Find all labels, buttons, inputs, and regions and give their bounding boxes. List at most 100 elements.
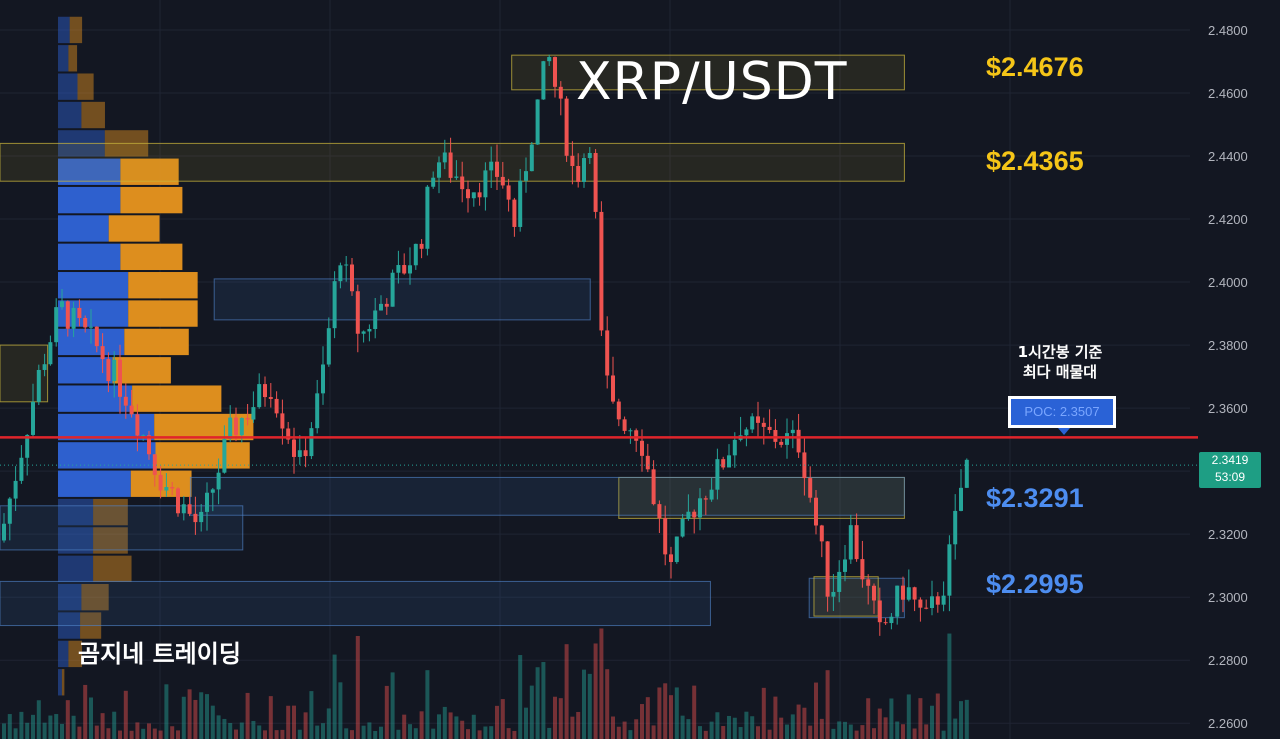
candle-down	[872, 585, 876, 601]
vp-buy-bar	[58, 498, 94, 526]
current-price-tag: 2.3419 53:09	[1199, 452, 1261, 488]
volume-bar	[129, 730, 134, 739]
countdown: 53:09	[1214, 470, 1246, 484]
volume-bar	[442, 706, 447, 739]
candle-up	[686, 511, 691, 520]
volume-bar	[947, 633, 952, 739]
volume-bar	[77, 726, 82, 739]
candle-down	[663, 518, 668, 555]
candles[interactable]	[2, 54, 969, 636]
poc-annotation: 1시간봉 기준 최다 매물대	[990, 342, 1130, 382]
volume-bar	[396, 729, 401, 739]
vp-sell-bar	[69, 16, 83, 44]
candle-down	[402, 265, 407, 274]
volume-bar	[65, 700, 70, 739]
volume-bar	[31, 714, 35, 739]
candle-down	[193, 513, 198, 523]
candle-down	[877, 600, 882, 623]
candle-up	[744, 429, 749, 436]
candle-down	[512, 199, 517, 227]
demand-zone	[0, 580, 711, 627]
vp-sell-bar	[68, 45, 78, 72]
candle-down	[286, 428, 291, 440]
volume-bar	[106, 728, 111, 739]
candle-down	[703, 498, 708, 500]
candle-up	[547, 57, 552, 62]
candle-down	[901, 585, 905, 600]
volume-bar	[297, 729, 302, 739]
vp-sell-bar	[81, 584, 109, 611]
candle-up	[36, 369, 41, 402]
candle-up	[396, 265, 401, 273]
candle-down	[721, 459, 726, 468]
candle-up	[959, 487, 963, 511]
volume-bar	[390, 672, 395, 739]
volume-bar	[935, 693, 940, 739]
volume-bar	[268, 696, 273, 739]
candle-up	[48, 342, 53, 365]
volume-bar	[912, 728, 917, 739]
candle-down	[924, 607, 929, 609]
volume-bar	[193, 699, 198, 739]
candle-up	[895, 585, 900, 617]
volume-bar	[303, 712, 308, 739]
volume-bar	[692, 685, 697, 739]
candle-up	[367, 328, 372, 332]
volume-bar	[170, 726, 175, 739]
vp-buy-bar	[58, 272, 129, 299]
candle-up	[239, 417, 244, 436]
volume-bar	[361, 725, 366, 739]
candle-down	[268, 397, 273, 399]
volume-bar	[19, 711, 24, 739]
level-label-2: $2.4365	[986, 146, 1084, 176]
volume-bar	[959, 701, 963, 739]
volume-bar	[234, 729, 238, 739]
candle-down	[77, 307, 82, 318]
supply-zone	[511, 54, 905, 91]
candle-down	[500, 176, 505, 186]
candle-up	[297, 450, 302, 457]
vp-sell-bar	[132, 385, 222, 412]
candle-up	[437, 162, 441, 178]
volume-bar	[402, 714, 407, 739]
candle-down	[761, 422, 766, 427]
candle-up	[837, 571, 842, 592]
candle-up	[413, 243, 418, 266]
poc-annotation-text: 1시간봉 기준 최다 매물대	[1017, 343, 1103, 381]
candle-up	[373, 310, 378, 329]
volume-bar	[715, 712, 720, 739]
candle-down	[570, 155, 575, 166]
volume-bar	[657, 687, 662, 739]
y-tick-label: 2.4600	[1208, 86, 1248, 101]
volume-bar	[239, 722, 244, 739]
candle-up	[228, 417, 233, 439]
volume-bar	[512, 730, 517, 739]
volume-bar	[355, 635, 360, 739]
poc-label: POC: 2.3507	[1008, 396, 1116, 428]
candle-up	[309, 428, 314, 457]
volume-bar	[616, 726, 621, 739]
level-label-1: $2.4676	[986, 52, 1084, 82]
candle-up	[216, 472, 221, 490]
volume-bar	[158, 730, 163, 739]
y-tick-label: 2.3200	[1208, 527, 1248, 542]
volume-bar	[599, 628, 604, 739]
demand-zone	[213, 278, 591, 321]
volume-bar	[872, 728, 876, 739]
volume-bar	[663, 683, 668, 739]
volume-bar	[773, 696, 778, 739]
candle-down	[564, 98, 569, 156]
vp-buy-bar	[58, 442, 156, 469]
candle-down	[83, 317, 88, 328]
volume-bars	[2, 628, 969, 739]
candle-down	[866, 579, 871, 586]
candle-up	[964, 459, 969, 488]
volume-bar	[570, 716, 575, 739]
candle-up	[181, 504, 186, 514]
candle-down	[152, 454, 157, 475]
volume-bar	[761, 687, 766, 739]
volume-bar	[477, 730, 482, 739]
volume-bar	[332, 654, 337, 739]
candle-up	[698, 498, 702, 518]
